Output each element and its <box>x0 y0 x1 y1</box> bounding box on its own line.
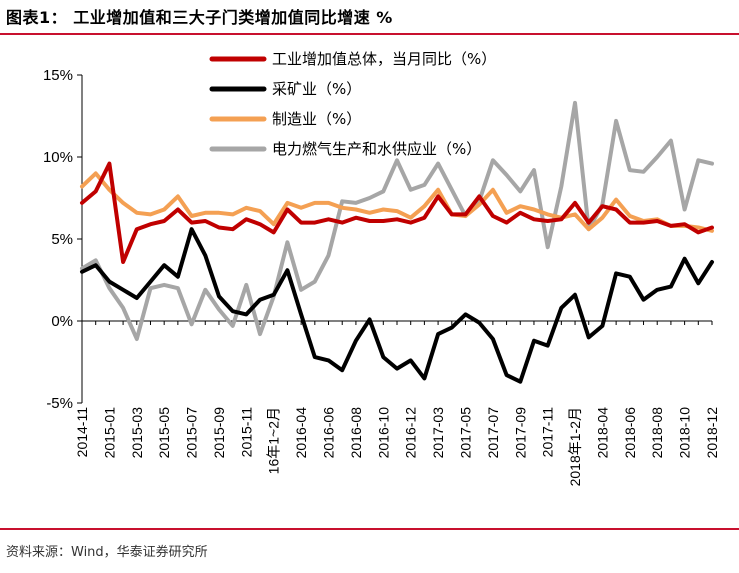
legend: 工业增加值总体，当月同比（%） 采矿业（%） 制造业（%） 电力燃气生产和水供应业（%… <box>209 50 496 158</box>
x-tick-label: 2017-03 <box>430 407 446 459</box>
x-tick-label: 2015-05 <box>156 407 172 459</box>
line-chart: -5% 0% 5% 10% 15% 2014-11 2015-01 2015-03 2015-… <box>43 50 720 486</box>
legend-label-industry: 工业增加值总体，当月同比（%） <box>272 50 496 68</box>
x-tick-label: 2017-05 <box>457 407 473 459</box>
y-tick-label: 0% <box>51 313 73 330</box>
title-rule <box>0 33 739 35</box>
series-line-manufacturing <box>80 171 714 233</box>
x-tick-label: 2015-01 <box>101 407 117 459</box>
x-tick-label: 2018-06 <box>622 407 638 459</box>
x-tick-label: 2017-11 <box>540 407 556 458</box>
x-tick-label: 2016-08 <box>348 407 364 459</box>
series-line-mining <box>80 227 714 384</box>
x-tick-label: 2018-04 <box>594 407 610 459</box>
x-tick-label: 2016-10 <box>375 407 391 459</box>
x-axis: 2014-11 2015-01 2015-03 2015-05 2015-07 2015-… <box>74 320 720 486</box>
series-layer <box>80 100 714 384</box>
y-axis: -5% 0% 5% 10% 15% <box>43 67 83 412</box>
legend-label-utilities: 电力燃气生产和水供应业（%） <box>272 140 481 158</box>
y-tick-label: 5% <box>51 231 73 248</box>
x-tick-label: 2016-12 <box>403 407 419 459</box>
x-tick-label: 2017-07 <box>485 407 501 459</box>
series-line-industry <box>80 161 714 264</box>
x-tick-label: 2018-12 <box>704 407 720 459</box>
x-tick-label: 2018-08 <box>649 407 665 459</box>
figure-title: 图表1： 工业增加值和三大子门类增加值同比增速 % <box>6 8 393 27</box>
legend-label-mining: 采矿业（%） <box>272 80 361 98</box>
x-tick-label: 2018-10 <box>677 407 693 459</box>
legend-label-manufacturing: 制造业（%） <box>272 110 361 128</box>
footer-rule <box>0 528 739 530</box>
x-tick-label: 2018年1-2月 <box>567 407 583 486</box>
series-line-utilities <box>80 100 714 341</box>
x-tick-label: 2017-09 <box>512 407 528 459</box>
x-tick-label: 2014-11 <box>74 407 90 458</box>
x-tick-label: 2015-07 <box>184 407 200 459</box>
x-tick-label: 2015-11 <box>238 407 254 458</box>
x-tick-label: 2015-03 <box>129 407 145 459</box>
x-tick-label: 2015-09 <box>211 407 227 459</box>
source-note: 资料来源：Wind，华泰证券研究所 <box>6 545 208 560</box>
x-tick-label: 2016-06 <box>321 407 337 459</box>
y-tick-label: 10% <box>43 149 73 166</box>
x-tick-label: 16年1~2月 <box>266 407 282 474</box>
x-tick-label: 2016-04 <box>293 407 309 459</box>
y-tick-label: -5% <box>46 395 73 412</box>
y-tick-label: 15% <box>43 67 73 84</box>
